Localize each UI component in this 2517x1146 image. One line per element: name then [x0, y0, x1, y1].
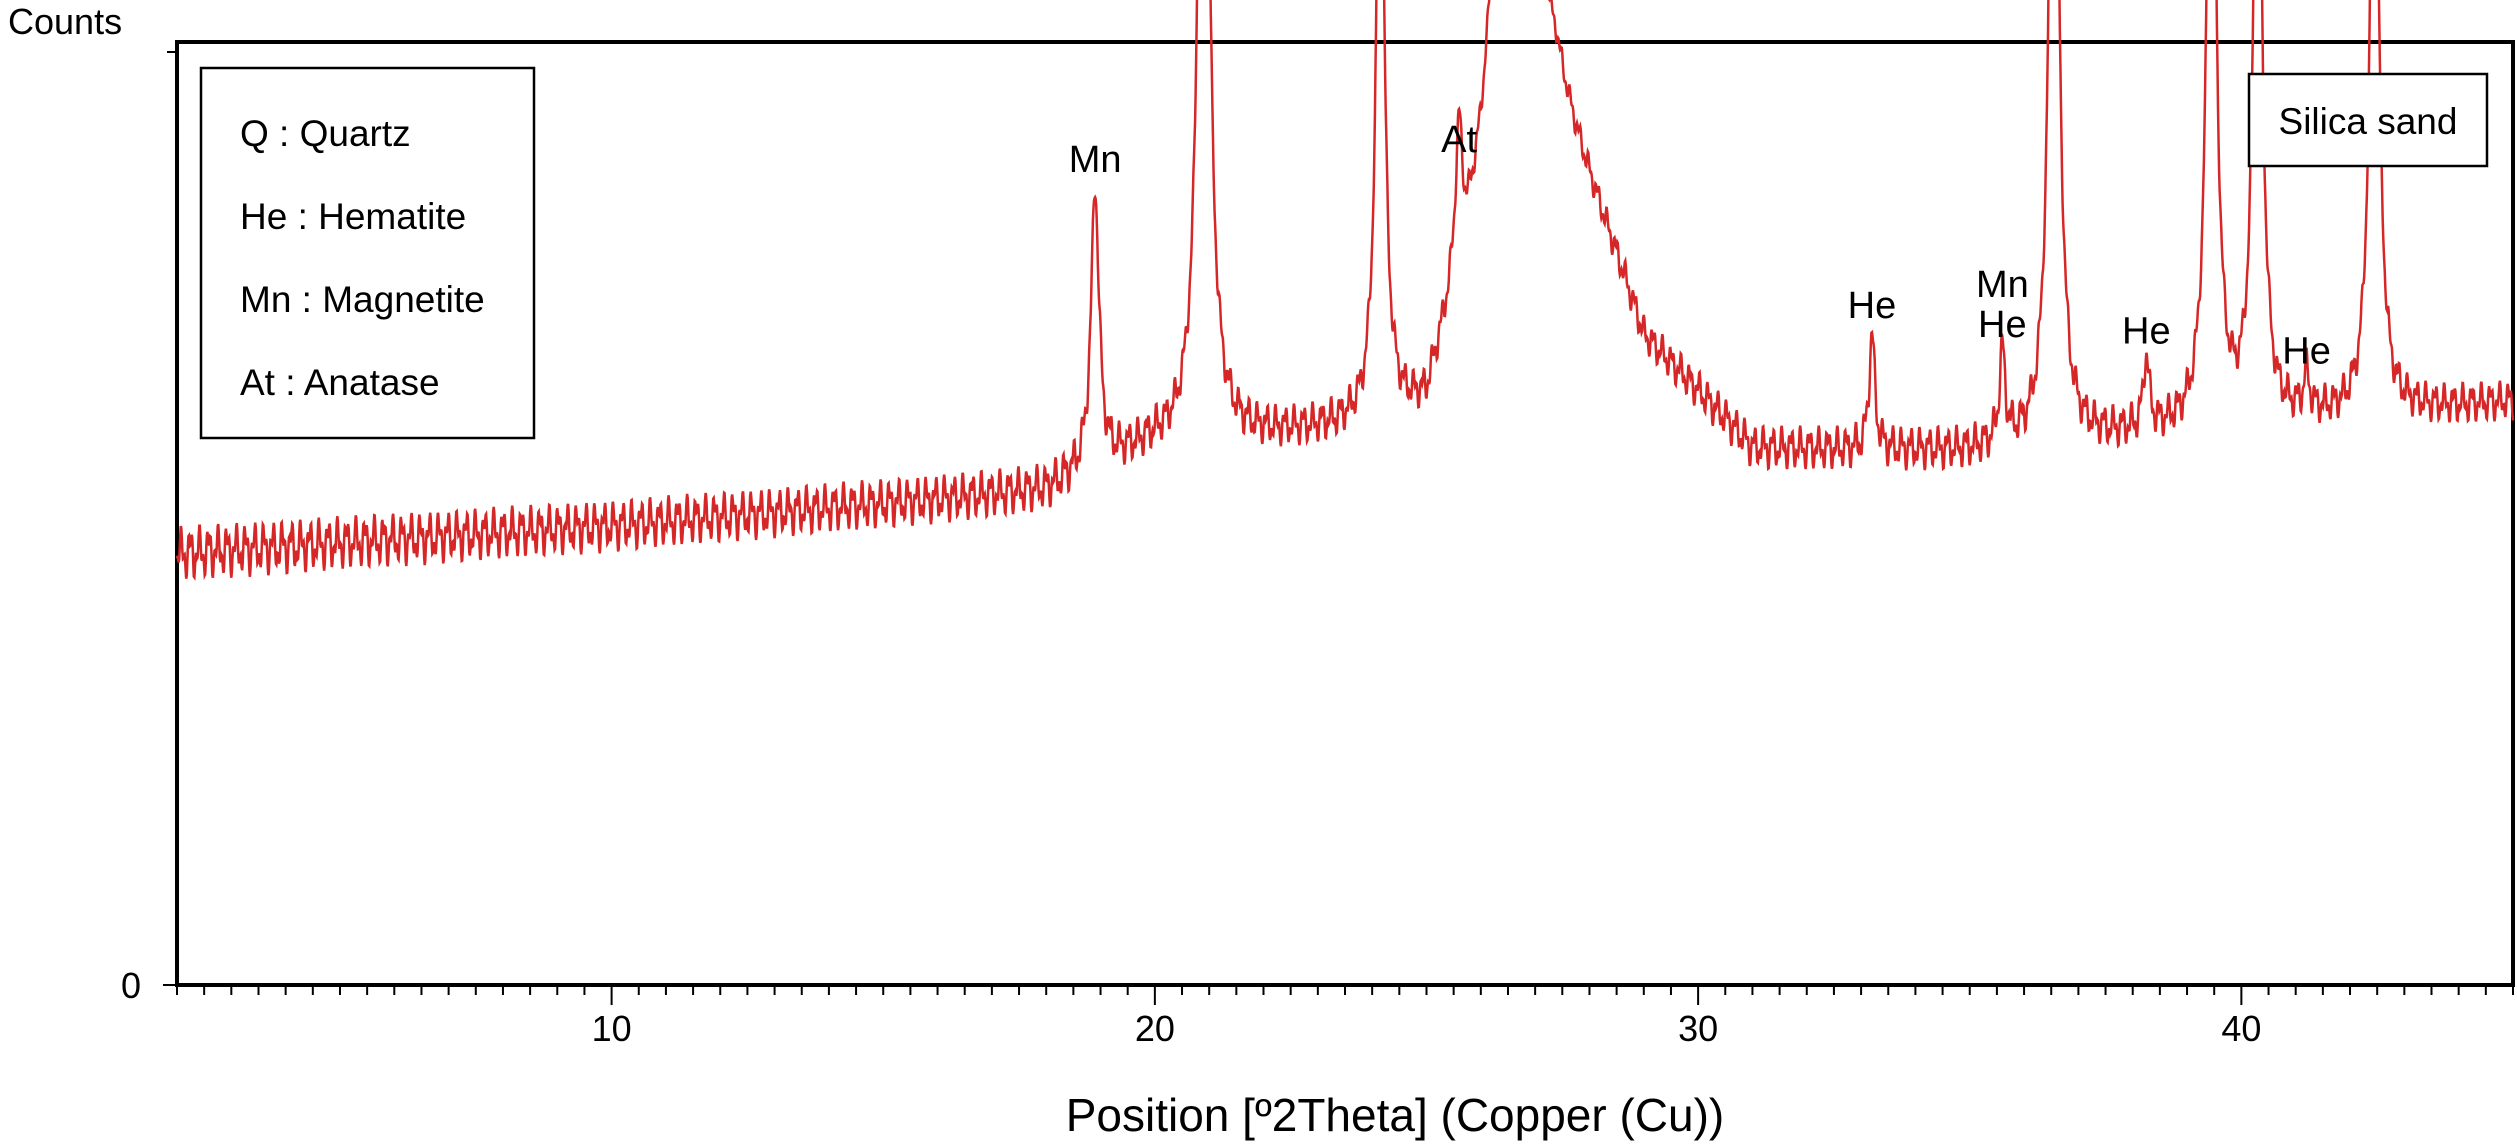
legend-item: He : Hematite [240, 196, 466, 237]
legend-box [199, 66, 536, 440]
x-axis-title: Position [º2Theta] (Copper (Cu)) [1066, 1089, 1725, 1141]
peak-label: He [2282, 330, 2331, 372]
x-tick-label: 10 [592, 1008, 632, 1049]
x-tick-label: 20 [1135, 1008, 1175, 1049]
sample-box [2247, 72, 2489, 168]
x-tick-label: 40 [2221, 1008, 2261, 1049]
diffraction-line [175, 0, 2515, 581]
peak-label: Mn [1069, 139, 1122, 181]
peak-label: He [2122, 310, 2171, 352]
peak-label: He [1848, 285, 1897, 327]
y-tick-label: 0 [121, 965, 141, 1006]
peak-label: He [1978, 304, 2027, 346]
legend-item: Q : Quartz [240, 113, 411, 154]
peak-label: Mn [1976, 264, 2029, 306]
peak-label: At [1441, 119, 1477, 161]
x-tick-label: 30 [1678, 1008, 1718, 1049]
y-axis-title: Counts [8, 1, 122, 42]
plot-area: 10203040040000160000MnQHeAtQHeMnHeAtQHeH… [121, 0, 2515, 1049]
legend-item: At : Anatase [240, 362, 440, 403]
sample-label: Silica sand [2279, 101, 2458, 142]
legend-item: Mn : Magnetite [240, 279, 485, 320]
